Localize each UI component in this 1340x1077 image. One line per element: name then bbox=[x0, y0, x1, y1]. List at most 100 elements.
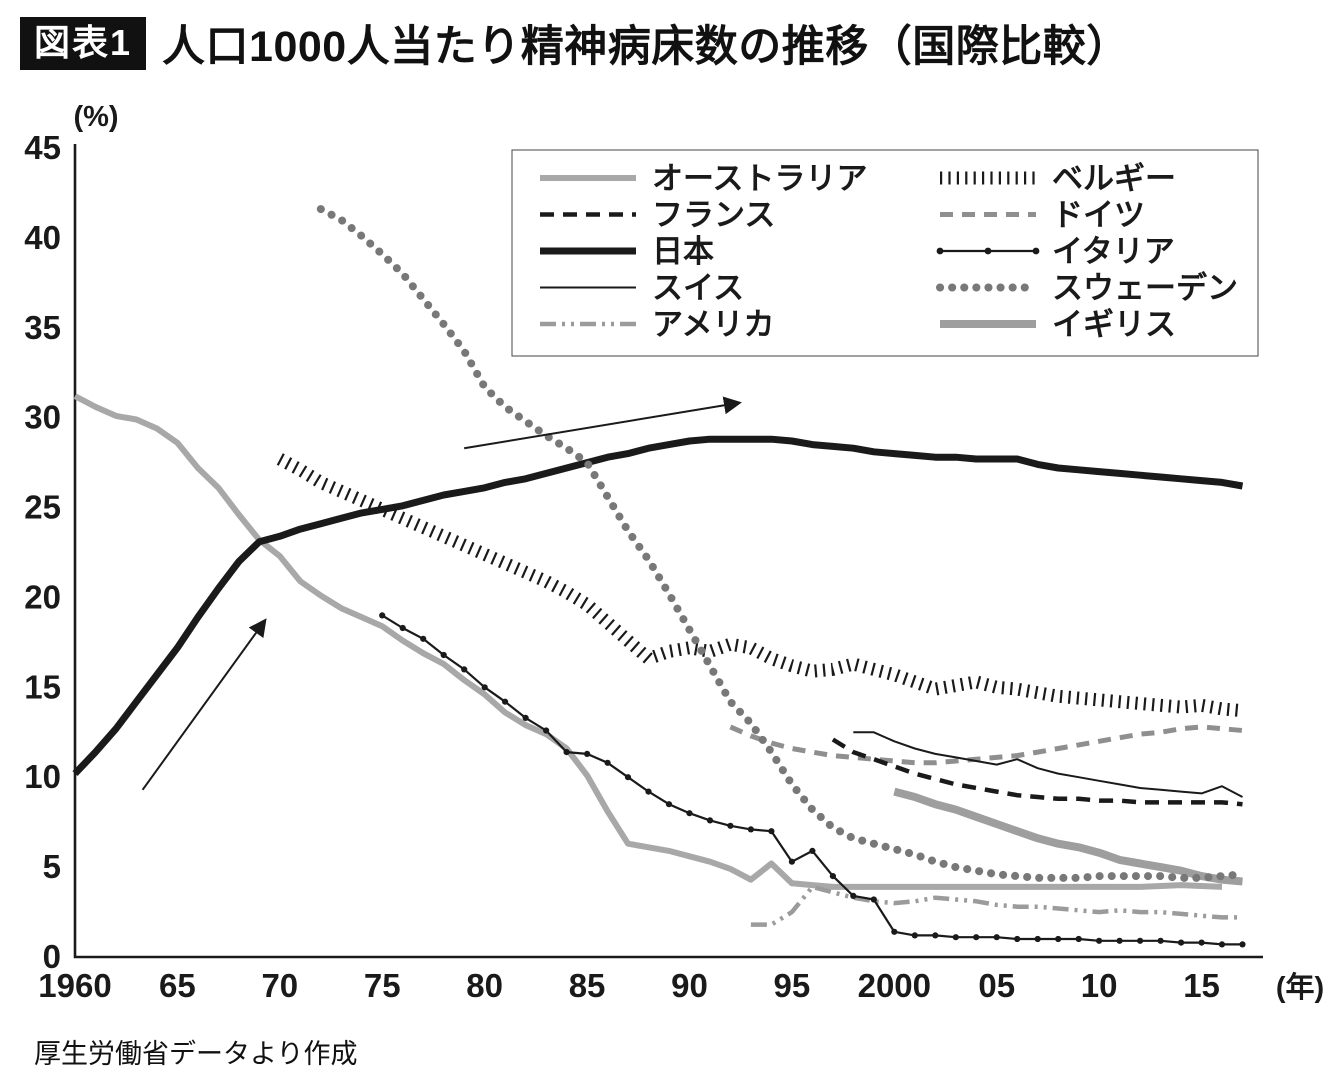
series-italy-marker bbox=[1239, 941, 1246, 948]
legend-item-sweden: スウェーデン bbox=[936, 271, 1238, 306]
series-italy-marker bbox=[379, 612, 386, 619]
legend-item-australia: オーストラリア bbox=[540, 161, 867, 196]
series-italy-marker bbox=[584, 750, 591, 758]
series-germany-line bbox=[729, 724, 1243, 766]
y-tick-label: 25 bbox=[24, 489, 61, 526]
series-italy-marker bbox=[1198, 939, 1205, 946]
series-italy-marker bbox=[911, 932, 918, 939]
series-italy-marker bbox=[1096, 937, 1103, 944]
series-italy-marker bbox=[420, 635, 427, 642]
trend-arrow bbox=[141, 618, 267, 791]
legend-label-australia: オーストラリア bbox=[652, 161, 867, 196]
legend-item-france: フランス bbox=[540, 198, 775, 233]
legend-item-switzerland: スイス bbox=[540, 271, 744, 306]
series-italy-marker bbox=[665, 801, 673, 808]
legend-label-france: フランス bbox=[652, 198, 775, 233]
series-italy-marker bbox=[1116, 937, 1123, 944]
series-italy-marker bbox=[461, 666, 468, 673]
series-italy-marker bbox=[973, 934, 980, 941]
series-italy-marker bbox=[809, 847, 816, 855]
series-italy-marker bbox=[543, 727, 550, 734]
y-tick-label: 35 bbox=[24, 309, 61, 346]
series-italy-marker bbox=[932, 932, 939, 939]
series-italy-marker bbox=[993, 934, 1000, 941]
series-belgium-line bbox=[276, 453, 1244, 718]
y-tick-label: 0 bbox=[43, 938, 61, 975]
y-axis-unit: (%) bbox=[73, 101, 118, 133]
x-tick-label: 15 bbox=[1183, 967, 1220, 1004]
series-italy-marker bbox=[1075, 935, 1082, 943]
series-italy-marker bbox=[829, 873, 837, 880]
series-italy-marker bbox=[502, 698, 509, 705]
series-italy-marker bbox=[399, 624, 406, 632]
source-note: 厚生労働省データより作成 bbox=[34, 1039, 358, 1069]
series-japan-line bbox=[72, 435, 1244, 777]
series-italy-marker bbox=[624, 774, 632, 781]
legend-item-germany: ドイツ bbox=[940, 198, 1145, 233]
series-italy-marker bbox=[747, 826, 755, 833]
x-tick-label: 10 bbox=[1081, 967, 1118, 1004]
series-italy-marker bbox=[1034, 935, 1041, 943]
legend-item-uk: イギリス bbox=[940, 307, 1176, 342]
y-tick-label: 20 bbox=[24, 578, 61, 615]
series-france-line bbox=[831, 737, 1243, 807]
x-tick-label: 2000 bbox=[858, 967, 931, 1004]
trend-arrow bbox=[464, 396, 742, 450]
series-switzerland-line bbox=[853, 731, 1243, 798]
series-italy-marker bbox=[706, 817, 714, 824]
series-italy-marker bbox=[1055, 935, 1062, 943]
legend-label-italy: イタリア bbox=[1052, 234, 1175, 269]
x-tick-label: 05 bbox=[978, 967, 1015, 1004]
series-italy-marker bbox=[952, 934, 959, 941]
y-tick-label: 5 bbox=[43, 848, 61, 885]
series-italy-marker bbox=[870, 896, 877, 903]
x-tick-label: 1960 bbox=[38, 967, 111, 1004]
series-italy-marker bbox=[788, 858, 796, 865]
series-uk-line bbox=[893, 787, 1243, 886]
legend-item-belgium: ベルギー bbox=[940, 161, 1176, 196]
legend-label-sweden: スウェーデン bbox=[1052, 271, 1238, 306]
series-italy-marker bbox=[563, 749, 570, 756]
series-italy-marker bbox=[440, 651, 447, 659]
series-italy-marker bbox=[850, 892, 857, 900]
series-italy-marker bbox=[481, 684, 488, 691]
series-italy-marker bbox=[645, 788, 652, 795]
legend-label-germany: ドイツ bbox=[1052, 198, 1145, 233]
chart-header: 図表1 人口1000人当たり精神病床数の推移（国際比較） bbox=[20, 12, 1130, 74]
series-italy-marker bbox=[1218, 941, 1226, 948]
y-tick-label: 40 bbox=[24, 219, 61, 256]
series-italy-marker bbox=[727, 822, 734, 829]
legend-label-america: アメリカ bbox=[652, 307, 774, 342]
y-tick-label: 10 bbox=[24, 758, 61, 795]
legend-label-uk: イギリス bbox=[1052, 307, 1176, 342]
series-italy-marker bbox=[604, 759, 611, 766]
legend-box bbox=[511, 149, 1259, 357]
axes bbox=[73, 144, 1263, 959]
legend-label-japan: 日本 bbox=[652, 234, 714, 269]
series-italy-marker bbox=[1137, 937, 1144, 944]
x-axis-unit: (年) bbox=[1276, 970, 1324, 1004]
y-tick-label: 45 bbox=[24, 129, 61, 166]
series-italy-marker bbox=[1157, 937, 1164, 944]
legend-label-switzerland: スイス bbox=[652, 271, 744, 306]
series-italy-line bbox=[381, 614, 1243, 946]
x-tick-label: 95 bbox=[774, 967, 811, 1004]
series-italy-marker bbox=[1178, 939, 1185, 946]
series-italy-marker bbox=[891, 928, 898, 935]
y-tick-label: 15 bbox=[24, 668, 61, 705]
series-italy-marker bbox=[768, 828, 775, 835]
series-america-line bbox=[750, 884, 1243, 927]
x-tick-label: 80 bbox=[466, 967, 503, 1004]
series-italy-marker bbox=[686, 810, 693, 817]
figure-badge: 図表1 bbox=[20, 16, 147, 70]
y-tick-label: 30 bbox=[24, 399, 61, 436]
x-tick-label: 70 bbox=[261, 967, 298, 1004]
series-sweden-line bbox=[316, 205, 1247, 882]
legend-label-belgium: ベルギー bbox=[1052, 161, 1176, 196]
legend-item-america: アメリカ bbox=[540, 307, 774, 342]
series-italy-marker bbox=[1014, 935, 1021, 943]
x-tick-label: 90 bbox=[671, 967, 708, 1004]
series-italy-marker bbox=[522, 714, 529, 722]
